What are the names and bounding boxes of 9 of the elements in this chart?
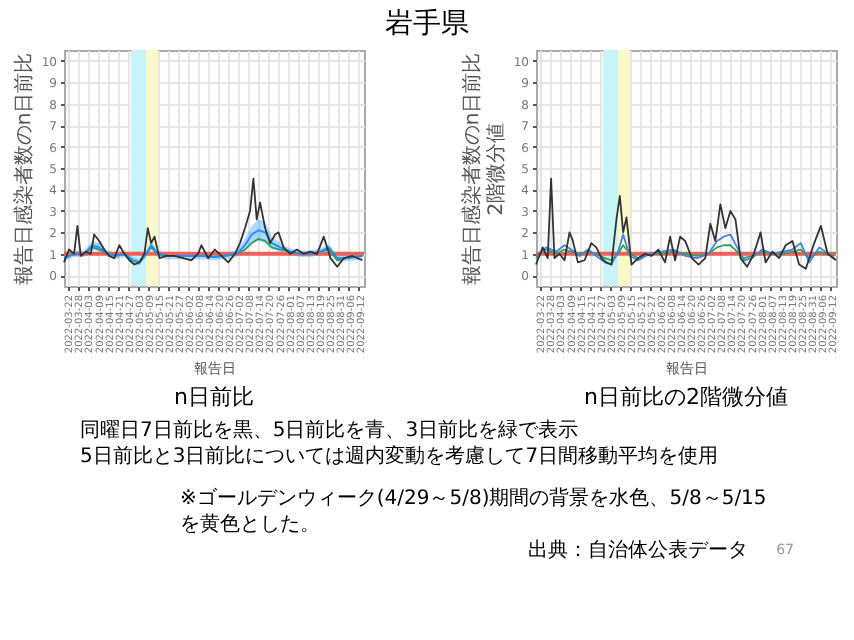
text: 5日前比と3日前比については週内変動を考慮して7日間移動平均を使用 (80, 444, 721, 470)
text: 同曜日7日前比を黒、5日前比を青、3日前比を緑で表示 (80, 418, 581, 444)
text: n日前比の2階微分値 (584, 384, 788, 411)
y-axis-title: 報告日感染者数のn日前比 (11, 52, 36, 286)
text: 岩手県 (383, 6, 471, 42)
text: n日前比 (174, 384, 254, 411)
source-note: 出典：自治体公表データ (528, 538, 749, 564)
y-axis-title: 報告日感染者数のn日前比 2階微分値 (459, 52, 508, 286)
text: ※ゴールデンウィーク(4/29～5/8)期間の背景を水色、5/8～5/15を黄色とした。 (178, 486, 769, 538)
